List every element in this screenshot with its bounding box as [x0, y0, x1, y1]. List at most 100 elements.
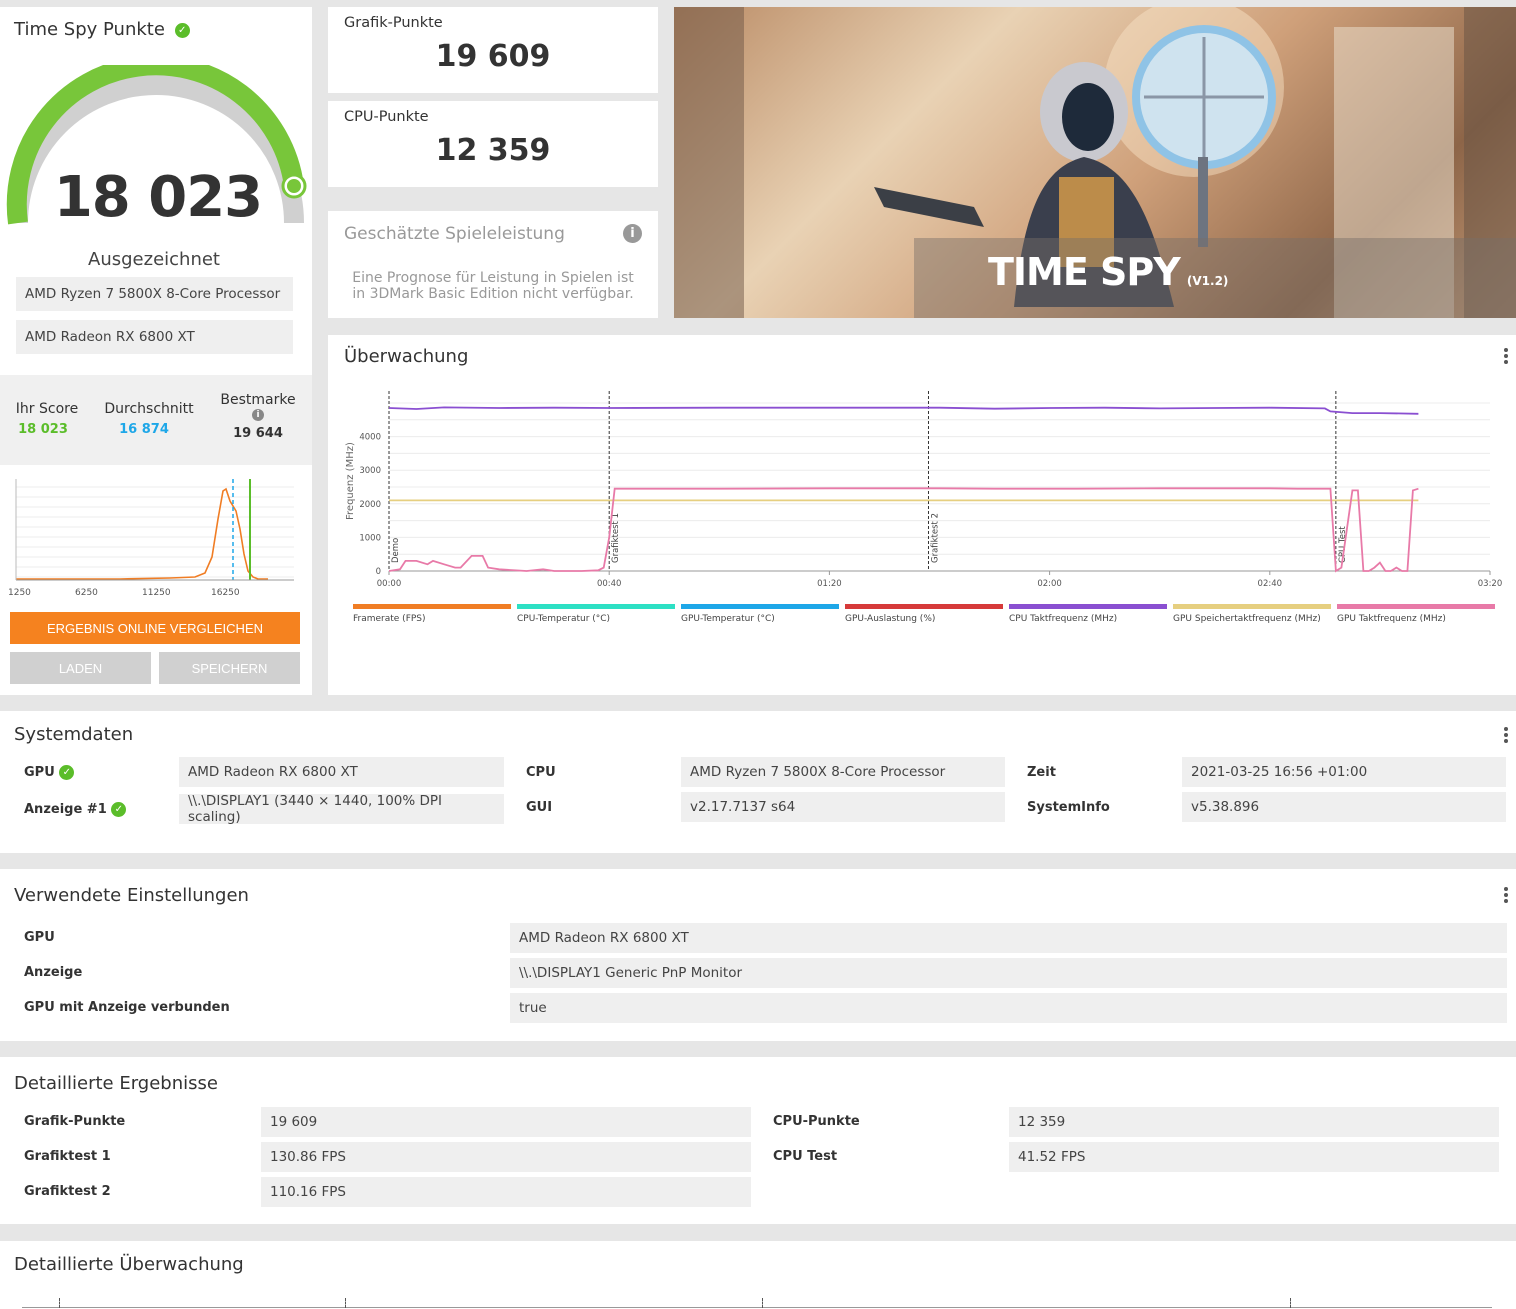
score-card: Time Spy Punkte ✓ 18 023 Ausgezeichnet A… — [0, 7, 312, 695]
estimated-performance-card: Geschätzte Spieleleistung i Eine Prognos… — [328, 211, 658, 318]
sysinfo-label-systeminfo: SystemInfo — [1027, 800, 1110, 815]
system-data-card: Systemdaten GPU ✓ AMD Radeon RX 6800 XT … — [0, 711, 1516, 853]
dist-tick-6250: 6250 — [75, 588, 98, 598]
settings-value-gpu-connected: true — [510, 993, 1507, 1023]
legend-item[interactable]: GPU Taktfrequenz (MHz) — [1337, 604, 1495, 624]
legend-swatch — [845, 604, 1003, 609]
legend-label: GPU Taktfrequenz (MHz) — [1337, 614, 1446, 624]
sysinfo-label-gpu: GPU ✓ — [24, 765, 75, 780]
legend-item[interactable]: CPU Taktfrequenz (MHz) — [1009, 604, 1167, 624]
legend-item[interactable]: GPU-Auslastung (%) — [845, 604, 1003, 624]
score-rating: Ausgezeichnet — [88, 249, 220, 270]
details-value-graphics-test-1: 130.86 FPS — [261, 1142, 751, 1172]
legend-item[interactable]: GPU-Temperatur (°C) — [681, 604, 839, 624]
info-icon[interactable]: i — [623, 224, 642, 243]
monitoring-x-tick: 02:00 — [1037, 579, 1062, 589]
cpu-score-label: CPU-Punkte — [344, 109, 429, 125]
legend-swatch — [353, 604, 511, 609]
load-button[interactable]: LADEN — [10, 652, 151, 684]
details-label-cpu-score: CPU-Punkte — [773, 1114, 860, 1129]
gpu-name-box: AMD Radeon RX 6800 XT — [16, 320, 293, 354]
detailed-results-card: Detaillierte Ergebnisse Grafik-Punkte 19… — [0, 1057, 1516, 1224]
detail-chart-tick — [59, 1298, 60, 1308]
settings-value-display: \\.\DISPLAY1 Generic PnP Monitor — [510, 958, 1507, 988]
settings-title: Verwendete Einstellungen — [14, 885, 249, 906]
overall-score: 18 023 — [53, 165, 263, 230]
score-title: Time Spy Punkte — [14, 19, 165, 40]
legend-label: GPU Speichertaktfrequenz (MHz) — [1173, 614, 1321, 624]
cpu-score-value: 12 359 — [435, 133, 551, 168]
settings-card: Verwendete Einstellungen GPU AMD Radeon … — [0, 869, 1516, 1041]
compare-online-button[interactable]: ERGEBNIS ONLINE VERGLEICHEN — [10, 612, 300, 644]
sysinfo-value-cpu: AMD Ryzen 7 5800X 8-Core Processor — [681, 757, 1005, 787]
legend-swatch — [681, 604, 839, 609]
detail-chart-tick — [1290, 1298, 1291, 1308]
verified-check-icon: ✓ — [59, 765, 75, 780]
legend-item[interactable]: GPU Speichertaktfrequenz (MHz) — [1173, 604, 1331, 624]
monitoring-legend: Framerate (FPS) CPU-Temperatur (°C) GPU-Te… — [353, 604, 1503, 634]
sysinfo-value-display: \\.\DISPLAY1 (3440 × 1440, 100% DPI scal… — [179, 793, 504, 825]
sysinfo-label-time: Zeit — [1027, 765, 1056, 780]
sysinfo-value-systeminfo: v5.38.896 — [1182, 792, 1506, 822]
detail-chart-tick — [345, 1298, 346, 1308]
info-icon[interactable]: i — [252, 409, 264, 421]
sysinfo-label-display: Anzeige #1 ✓ — [24, 802, 127, 817]
more-options-icon[interactable] — [1504, 887, 1508, 905]
monitoring-card: Überwachung Frequenz (MHz) 0 1000 2000 3000… — [328, 335, 1516, 695]
dist-tick-11250: 11250 — [142, 588, 171, 598]
legend-item[interactable]: Framerate (FPS) — [353, 604, 511, 624]
best-value: 19 644 — [233, 426, 283, 441]
monitoring-ylabel: Frequenz (MHz) — [345, 442, 356, 520]
more-options-icon[interactable] — [1504, 348, 1508, 366]
monitoring-x-tick: 03:20 — [1478, 579, 1503, 589]
graphics-score-card: Grafik-Punkte 19 609 — [328, 7, 658, 93]
system-data-title: Systemdaten — [14, 724, 134, 745]
distribution-curve — [16, 487, 268, 580]
legend-label: GPU-Auslastung (%) — [845, 614, 936, 624]
more-options-icon[interactable] — [1504, 727, 1508, 745]
monitoring-x-tick: 00:00 — [377, 579, 402, 589]
series-line — [388, 487, 1419, 573]
graphics-score-value: 19 609 — [435, 39, 551, 74]
sysinfo-label-cpu: CPU — [526, 765, 556, 780]
details-value-graphics-test-2: 110.16 FPS — [261, 1177, 751, 1207]
average-value: 16 874 — [119, 422, 169, 437]
settings-label-gpu-connected: GPU mit Anzeige verbunden — [24, 1000, 230, 1015]
monitoring-title: Überwachung — [344, 346, 469, 367]
time-spy-banner: TIME SPY (V1.2) — [674, 7, 1516, 318]
legend-item[interactable]: CPU-Temperatur (°C) — [517, 604, 675, 624]
estimate-note-line-2: in 3DMark Basic Edition nicht verfügbar. — [352, 286, 634, 302]
details-value-cpu-test: 41.52 FPS — [1009, 1142, 1499, 1172]
legend-label: CPU-Temperatur (°C) — [517, 614, 611, 624]
legend-label: GPU-Temperatur (°C) — [681, 614, 775, 624]
legend-label: CPU Taktfrequenz (MHz) — [1009, 614, 1118, 624]
verified-check-icon: ✓ — [111, 802, 127, 817]
sysinfo-value-time: 2021-03-25 16:56 +01:00 — [1182, 757, 1506, 787]
details-label-graphics-test-1: Grafiktest 1 — [24, 1149, 111, 1164]
monitoring-x-tick: 02:40 — [1258, 579, 1283, 589]
your-score-label: Ihr Score — [15, 401, 79, 417]
settings-value-gpu: AMD Radeon RX 6800 XT — [510, 923, 1507, 953]
average-label: Durchschnitt — [104, 401, 194, 417]
monitoring-x-tick: 00:40 — [597, 579, 622, 589]
banner-artwork — [674, 7, 1516, 318]
estimated-performance-title: Geschätzte Spieleleistung — [344, 224, 565, 244]
phase-marker-label: CPU Test — [1338, 526, 1348, 563]
dist-tick-1250: 1250 — [8, 588, 31, 598]
sysinfo-value-gui: v2.17.7137 s64 — [681, 792, 1005, 822]
monitoring-y-tick: 4000 — [359, 433, 381, 443]
save-button[interactable]: SPEICHERN — [159, 652, 300, 684]
detailed-monitoring-title: Detaillierte Überwachung — [14, 1254, 244, 1275]
cpu-score-card: CPU-Punkte 12 359 — [328, 101, 658, 187]
estimate-note-line-1: Eine Prognose für Leistung in Spielen is… — [352, 270, 634, 286]
score-distribution-chart: 1250 6250 11250 16250 — [8, 479, 294, 598]
dist-tick-16250: 16250 — [211, 588, 240, 598]
best-label: Bestmarke — [220, 392, 296, 408]
legend-swatch — [1009, 604, 1167, 609]
legend-label: Framerate (FPS) — [353, 614, 426, 624]
sysinfo-value-gpu: AMD Radeon RX 6800 XT — [179, 757, 504, 787]
verified-check-icon: ✓ — [174, 22, 190, 38]
details-value-cpu-score: 12 359 — [1009, 1107, 1499, 1137]
monitoring-y-tick: 0 — [376, 567, 381, 577]
banner-version: (V1.2) — [1186, 274, 1229, 288]
